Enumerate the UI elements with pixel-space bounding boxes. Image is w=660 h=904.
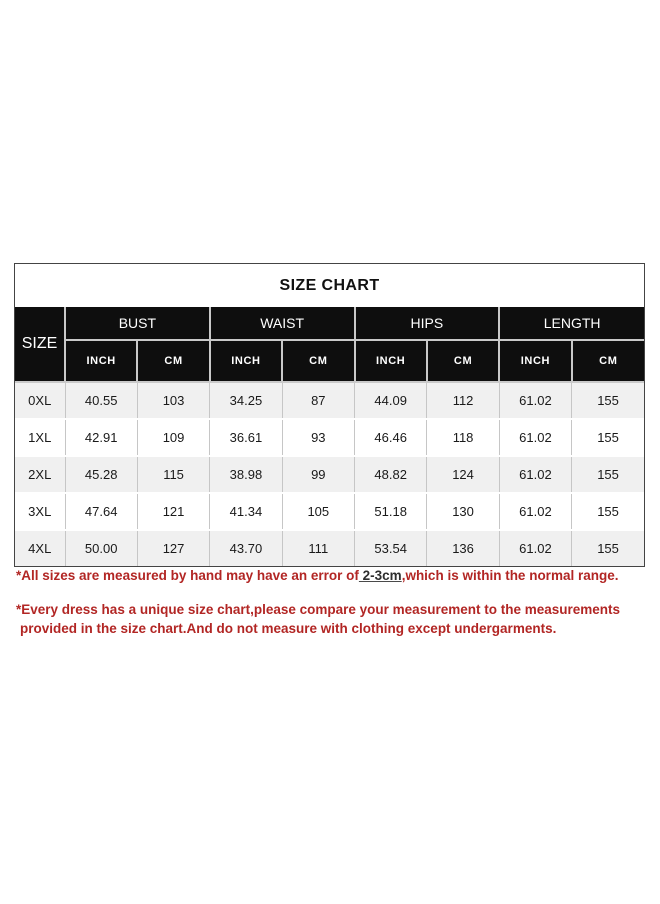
bust-cm-cell: 115 bbox=[136, 456, 210, 494]
hips-inch-cell: 48.82 bbox=[353, 456, 427, 494]
length-inch-cell: 61.02 bbox=[498, 530, 572, 566]
column-header-hips: HIPS bbox=[353, 307, 501, 341]
hips-cm-cell: 112 bbox=[426, 382, 500, 420]
table-row: 1XL 42.91 109 36.61 93 46.46 118 61.02 1… bbox=[15, 419, 644, 457]
unit-header-hips-cm: CM bbox=[425, 340, 501, 383]
hips-inch-cell: 53.54 bbox=[353, 530, 427, 566]
size-table-body: SIZE CHART SIZE BUST WAIST HIPS LENGTH I… bbox=[15, 264, 644, 566]
table-row: 0XL 40.55 103 34.25 87 44.09 112 61.02 1… bbox=[15, 382, 644, 420]
table-row: 2XL 45.28 115 38.98 99 48.82 124 61.02 1… bbox=[15, 456, 644, 494]
header-unit-row: INCH CM INCH CM INCH CM INCH CM bbox=[15, 340, 644, 383]
length-cm-cell: 155 bbox=[571, 456, 644, 494]
length-cm-cell: 155 bbox=[571, 493, 644, 531]
hips-cm-cell: 118 bbox=[426, 419, 500, 457]
waist-inch-cell: 38.98 bbox=[209, 456, 283, 494]
table-row: 4XL 50.00 127 43.70 111 53.54 136 61.02 … bbox=[15, 530, 644, 566]
unit-header-hips-inch: INCH bbox=[353, 340, 428, 383]
unit-header-waist-inch: INCH bbox=[208, 340, 284, 383]
waist-inch-cell: 43.70 bbox=[209, 530, 283, 566]
note2-line1: *Every dress has a unique size chart,ple… bbox=[16, 602, 620, 617]
waist-cm-cell: 87 bbox=[281, 382, 355, 420]
note2-line2: provided in the size chart.And do not me… bbox=[20, 621, 557, 636]
note1-suffix: ,which is within the normal range. bbox=[401, 568, 619, 583]
waist-cm-cell: 111 bbox=[281, 530, 355, 566]
waist-inch-cell: 34.25 bbox=[209, 382, 283, 420]
size-label-cell: 1XL bbox=[15, 419, 65, 457]
size-label-cell: 4XL bbox=[15, 530, 65, 566]
hips-cm-cell: 130 bbox=[426, 493, 500, 531]
unit-header-length-inch: INCH bbox=[498, 340, 573, 383]
bust-cm-cell: 121 bbox=[136, 493, 210, 531]
column-header-size: SIZE bbox=[15, 307, 66, 383]
bust-inch-cell: 45.28 bbox=[64, 456, 138, 494]
column-header-length: LENGTH bbox=[498, 307, 644, 341]
unit-header-length-cm: CM bbox=[570, 340, 644, 383]
length-inch-cell: 61.02 bbox=[498, 493, 572, 531]
bust-inch-cell: 50.00 bbox=[64, 530, 138, 566]
note1-underlined-range: 2-3cm bbox=[358, 568, 402, 583]
size-label-cell: 2XL bbox=[15, 456, 65, 494]
bust-inch-cell: 47.64 bbox=[64, 493, 138, 531]
note-unique-size-chart: *Every dress has a unique size chart,ple… bbox=[16, 600, 656, 638]
bust-cm-cell: 109 bbox=[136, 419, 210, 457]
bust-inch-cell: 40.55 bbox=[64, 382, 138, 420]
hips-inch-cell: 44.09 bbox=[353, 382, 427, 420]
waist-inch-cell: 41.34 bbox=[209, 493, 283, 531]
column-header-bust: BUST bbox=[64, 307, 211, 341]
waist-cm-cell: 99 bbox=[281, 456, 355, 494]
size-chart-title: SIZE CHART bbox=[15, 264, 644, 307]
hips-inch-cell: 46.46 bbox=[353, 419, 427, 457]
note-measurement-error: *All sizes are measured by hand may have… bbox=[16, 567, 656, 585]
unit-header-bust-cm: CM bbox=[136, 340, 211, 383]
column-header-waist: WAIST bbox=[208, 307, 356, 341]
size-label-cell: 3XL bbox=[15, 493, 65, 531]
note1-prefix: *All sizes are measured by hand may have… bbox=[16, 568, 359, 583]
length-inch-cell: 61.02 bbox=[498, 419, 572, 457]
disclaimer-notes: *All sizes are measured by hand may have… bbox=[16, 567, 656, 638]
waist-inch-cell: 36.61 bbox=[209, 419, 283, 457]
waist-cm-cell: 93 bbox=[281, 419, 355, 457]
hips-cm-cell: 136 bbox=[426, 530, 500, 566]
size-label-cell: 0XL bbox=[15, 382, 65, 420]
length-inch-cell: 61.02 bbox=[498, 382, 572, 420]
bust-inch-cell: 42.91 bbox=[64, 419, 138, 457]
title-row: SIZE CHART bbox=[15, 264, 644, 307]
unit-header-bust-inch: INCH bbox=[63, 340, 139, 383]
length-cm-cell: 155 bbox=[571, 530, 644, 566]
bust-cm-cell: 103 bbox=[136, 382, 210, 420]
length-cm-cell: 155 bbox=[571, 419, 644, 457]
hips-inch-cell: 51.18 bbox=[353, 493, 427, 531]
bust-cm-cell: 127 bbox=[136, 530, 210, 566]
header-group-row: SIZE BUST WAIST HIPS LENGTH bbox=[15, 307, 644, 383]
waist-cm-cell: 105 bbox=[281, 493, 355, 531]
size-chart-table: SIZE CHART SIZE BUST WAIST HIPS LENGTH I… bbox=[14, 263, 645, 567]
length-cm-cell: 155 bbox=[571, 382, 644, 420]
length-inch-cell: 61.02 bbox=[498, 456, 572, 494]
table-row: 3XL 47.64 121 41.34 105 51.18 130 61.02 … bbox=[15, 493, 644, 531]
unit-header-waist-cm: CM bbox=[281, 340, 356, 383]
hips-cm-cell: 124 bbox=[426, 456, 500, 494]
